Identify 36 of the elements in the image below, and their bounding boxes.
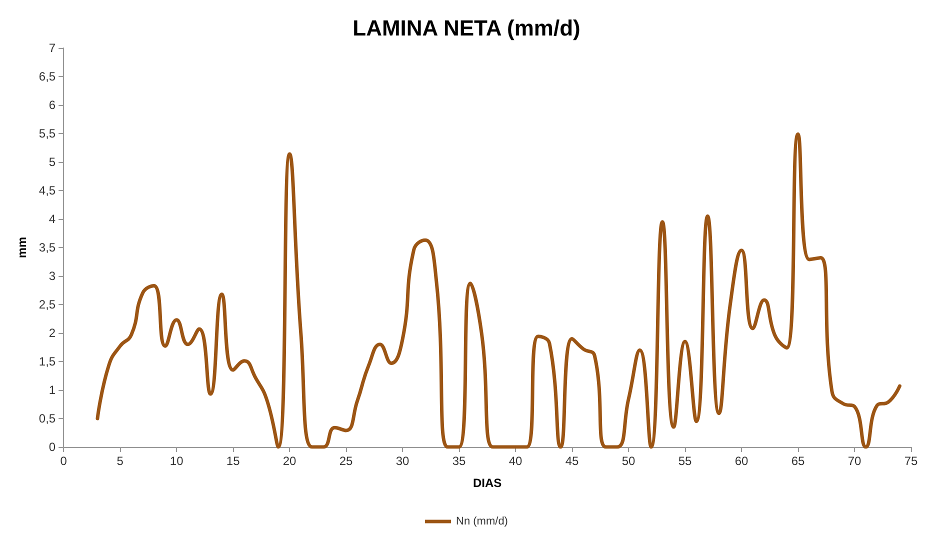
x-tick-label: 40	[508, 454, 523, 468]
y-tick-label: 5	[48, 155, 56, 169]
y-tick-label: 0,5	[38, 412, 56, 426]
x-tick-label: 5	[116, 454, 124, 468]
x-tick-label: 0	[60, 454, 68, 468]
y-tick-label: 5,5	[38, 126, 56, 140]
x-tick-label: 70	[848, 454, 862, 468]
y-tick-label: 6	[48, 98, 56, 112]
x-tick-label: 60	[734, 454, 749, 468]
x-tick-label: 35	[452, 454, 466, 468]
y-tick-label: 3	[48, 269, 56, 283]
y-tick-label: 1,5	[38, 354, 56, 368]
x-tick-label: 65	[791, 454, 806, 468]
y-tick-label: 4	[48, 212, 56, 226]
x-tick-label: 45	[565, 454, 580, 468]
x-tick-label: 50	[622, 454, 636, 468]
chart-title: LAMINA NETA (mm/d)	[352, 16, 580, 40]
y-tick-label: 7	[48, 41, 56, 55]
y-tick-label: 3,5	[38, 240, 56, 254]
y-axis-title: mm	[15, 236, 29, 258]
y-tick-label: 2	[48, 326, 56, 340]
x-tick-label: 10	[170, 454, 184, 468]
x-tick-label: 30	[396, 454, 410, 468]
x-tick-label: 20	[282, 454, 297, 468]
y-tick-label: 1	[48, 383, 56, 397]
x-tick-label: 15	[226, 454, 240, 468]
x-axis-title: DIAS	[472, 476, 502, 490]
y-tick-label: 0	[48, 440, 56, 454]
x-tick-label: 75	[904, 454, 918, 468]
x-tick-label: 55	[678, 454, 692, 468]
y-tick-label: 6,5	[38, 70, 56, 84]
y-tick-label: 4,5	[38, 184, 56, 198]
x-tick-label: 25	[339, 454, 354, 468]
y-tick-label: 2,5	[38, 298, 56, 312]
legend-label: Nn (mm/d)	[456, 516, 508, 528]
line-series	[96, 132, 902, 449]
